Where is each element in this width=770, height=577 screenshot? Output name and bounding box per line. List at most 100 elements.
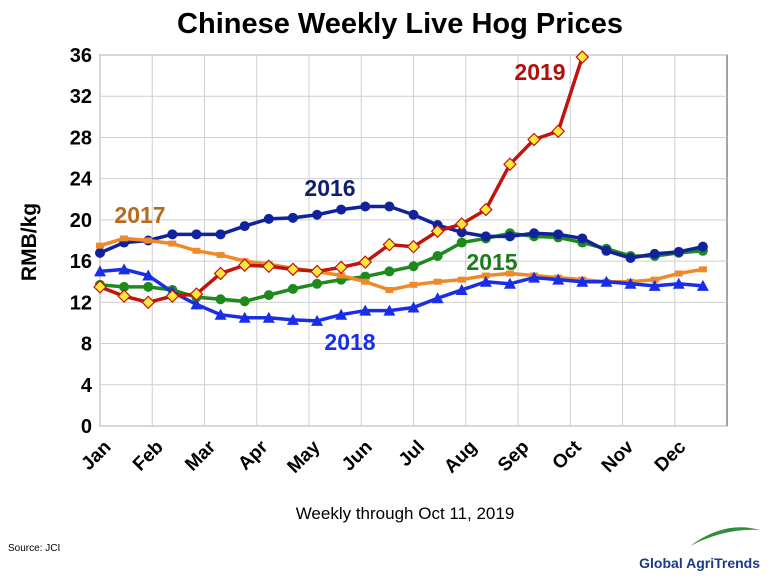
data-point-2016 (601, 245, 612, 256)
x-tick-label: Sep (494, 437, 533, 476)
y-tick-label: 24 (70, 169, 93, 191)
data-point-2017 (337, 272, 346, 279)
data-point-2017 (168, 240, 177, 247)
series-label-2017: 2017 (114, 202, 165, 228)
data-point-2017 (457, 276, 466, 283)
data-point-2017 (409, 281, 418, 288)
chart-title: Chinese Weekly Live Hog Prices (177, 8, 623, 40)
global-agritrends-logo: Global AgriTrends (639, 527, 760, 571)
data-point-2019 (141, 295, 156, 310)
data-point-2018 (262, 311, 275, 323)
data-point-2018 (696, 279, 709, 291)
data-point-2016 (167, 229, 178, 240)
data-point-2016 (625, 253, 636, 264)
x-tick-label: Apr (234, 436, 272, 474)
data-point-2015 (456, 237, 467, 248)
y-tick-label: 16 (70, 251, 92, 273)
data-point-2016 (384, 201, 395, 212)
data-point-2018 (624, 277, 637, 289)
data-point-2018 (214, 308, 227, 320)
series-label-2016: 2016 (304, 175, 355, 201)
data-point-2016 (673, 246, 684, 257)
y-tick-label: 28 (70, 127, 92, 149)
data-point-2019 (454, 217, 469, 231)
data-point-2015 (239, 296, 250, 307)
series-label-2019: 2019 (514, 59, 565, 85)
data-point-2016 (239, 221, 250, 232)
data-point-2017 (385, 286, 394, 293)
data-point-2016 (504, 231, 515, 242)
data-point-2019 (286, 262, 300, 277)
data-point-2016 (456, 227, 467, 238)
x-tick-label: Jul (395, 437, 429, 471)
data-point-2016 (553, 229, 564, 240)
data-point-2015 (287, 283, 298, 294)
data-point-2016 (95, 247, 105, 258)
data-point-2019 (93, 280, 107, 294)
x-tick-label: Aug (440, 437, 481, 478)
data-point-2018 (479, 275, 492, 287)
data-point-2019 (430, 224, 445, 239)
y-tick-label: 36 (70, 45, 92, 67)
data-point-2017 (96, 242, 104, 249)
data-point-2018 (238, 311, 251, 323)
data-point-2018 (431, 292, 444, 304)
data-point-2017 (361, 278, 370, 285)
x-tick-label: Dec (651, 436, 691, 476)
data-point-2018 (672, 277, 685, 289)
data-point-2015 (384, 266, 395, 277)
data-point-2019 (117, 289, 131, 303)
y-tick-label: 20 (70, 210, 92, 232)
data-point-2016 (336, 204, 347, 215)
data-point-2018 (648, 279, 661, 291)
y-tick-label: 8 (81, 334, 92, 356)
data-point-2018 (455, 283, 468, 295)
data-point-2019 (503, 157, 517, 172)
data-point-2015 (119, 281, 130, 292)
x-tick-label: Oct (549, 436, 587, 474)
data-point-2018 (552, 273, 565, 285)
y-axis-label: RMB/kg (18, 203, 41, 281)
data-point-2017 (120, 235, 129, 242)
data-point-2019 (575, 50, 590, 64)
data-point-2016 (649, 248, 660, 259)
data-point-2017 (505, 270, 514, 277)
data-point-2017 (433, 278, 442, 285)
data-point-2016 (408, 209, 419, 220)
x-tick-label: Jan (78, 437, 116, 475)
data-point-2019 (527, 132, 541, 147)
x-tick-label: Jun (338, 437, 377, 476)
data-point-2016 (263, 213, 274, 224)
data-point-2019 (310, 264, 324, 279)
x-tick-label: Mar (181, 436, 220, 475)
data-point-2018 (142, 269, 155, 281)
data-point-2017 (674, 270, 683, 277)
data-point-2016 (191, 229, 202, 240)
data-point-2019 (382, 237, 397, 252)
x-tick-label: Feb (129, 437, 168, 476)
data-point-2015 (432, 250, 443, 261)
x-tick-label: May (284, 436, 325, 477)
x-tick-label: Nov (598, 436, 639, 477)
y-tick-label: 4 (81, 375, 93, 397)
data-point-2019 (165, 289, 180, 303)
source-note: Source: JCI (8, 543, 60, 554)
data-point-2018 (503, 277, 516, 289)
data-point-2018 (528, 271, 541, 283)
data-point-2019 (213, 266, 228, 281)
series-label-2015: 2015 (466, 249, 517, 275)
data-point-2019 (334, 260, 349, 275)
data-point-2018 (94, 265, 106, 277)
y-tick-label: 12 (70, 292, 92, 314)
y-tick-label: 0 (81, 416, 92, 438)
data-point-2016 (529, 228, 540, 239)
data-point-2015 (263, 290, 274, 301)
y-tick-label: 32 (70, 86, 92, 108)
data-point-2019 (406, 239, 421, 254)
series-line-2015 (99, 231, 704, 304)
data-point-2016 (697, 241, 708, 252)
data-point-2015 (215, 294, 226, 305)
data-point-2018 (576, 275, 589, 287)
data-point-2018 (286, 313, 299, 325)
